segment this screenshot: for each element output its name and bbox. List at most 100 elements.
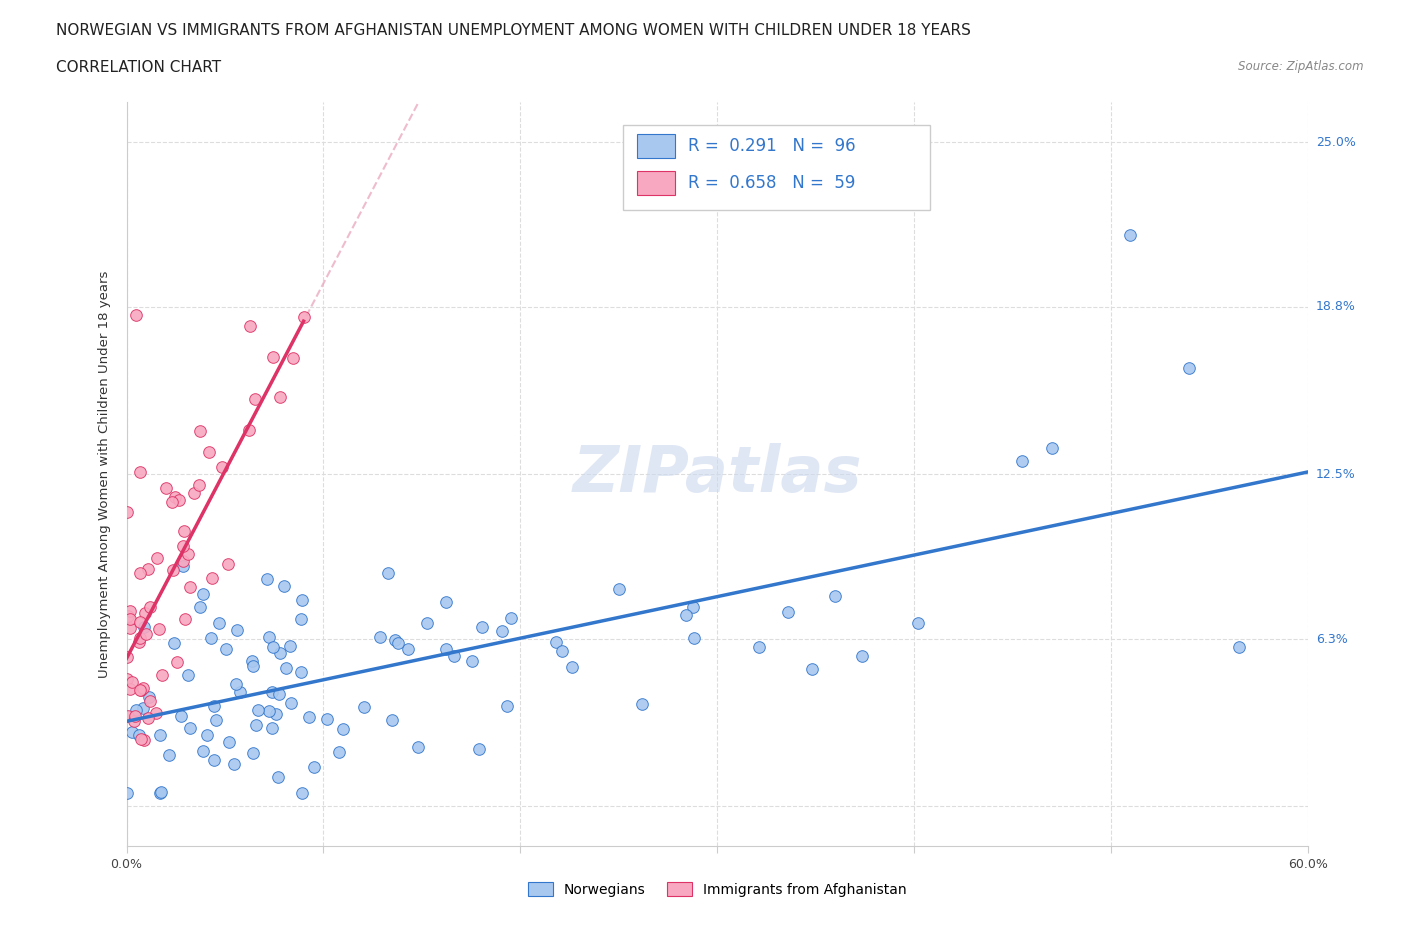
- Point: [278, 639, 301, 654]
- Point: [117, 709, 139, 724]
- Point: [434, 642, 457, 657]
- Point: [129, 732, 152, 747]
- Point: [134, 606, 156, 621]
- Point: [239, 319, 262, 334]
- Y-axis label: Unemployment Among Women with Children Under 18 years: Unemployment Among Women with Children U…: [97, 271, 111, 678]
- Point: [368, 630, 391, 644]
- Point: [121, 674, 143, 689]
- Point: [291, 786, 314, 801]
- Point: [267, 687, 290, 702]
- Point: [131, 681, 153, 696]
- Point: [776, 605, 799, 620]
- Point: [257, 703, 280, 718]
- Point: [157, 747, 180, 762]
- Point: [132, 733, 155, 748]
- Point: [129, 615, 152, 630]
- Point: [191, 743, 214, 758]
- Point: [172, 554, 194, 569]
- Point: [607, 581, 630, 596]
- Point: [135, 627, 157, 642]
- Point: [174, 612, 197, 627]
- Point: [202, 698, 225, 713]
- Point: [129, 565, 152, 580]
- Point: [128, 465, 150, 480]
- Point: [246, 703, 269, 718]
- Point: [208, 616, 231, 631]
- Point: [1011, 454, 1033, 469]
- Point: [748, 640, 770, 655]
- Point: [225, 623, 247, 638]
- Point: [257, 630, 280, 644]
- Point: [269, 390, 291, 405]
- Point: [436, 594, 458, 609]
- Bar: [637, 171, 675, 195]
- Point: [124, 709, 146, 724]
- Point: [118, 621, 141, 636]
- Point: [165, 490, 187, 505]
- Point: [125, 308, 148, 323]
- Point: [150, 668, 173, 683]
- Point: [218, 735, 240, 750]
- Point: [316, 711, 339, 726]
- Text: Source: ZipAtlas.com: Source: ZipAtlas.com: [1239, 60, 1364, 73]
- Point: [381, 712, 404, 727]
- Point: [179, 579, 201, 594]
- Point: [561, 659, 583, 674]
- Point: [408, 740, 430, 755]
- Point: [120, 681, 142, 696]
- Point: [177, 547, 200, 562]
- Point: [138, 690, 160, 705]
- Point: [115, 504, 138, 519]
- Point: [195, 727, 218, 742]
- Point: [115, 671, 138, 686]
- Point: [125, 702, 148, 717]
- Point: [262, 721, 284, 736]
- Point: [262, 639, 284, 654]
- Text: 18.8%: 18.8%: [1316, 300, 1355, 313]
- Point: [198, 445, 221, 459]
- Text: R =  0.291   N =  96: R = 0.291 N = 96: [688, 138, 855, 155]
- Point: [211, 459, 233, 474]
- Point: [149, 727, 172, 742]
- Point: [262, 349, 284, 364]
- Point: [172, 538, 194, 553]
- Point: [907, 616, 929, 631]
- Point: [292, 310, 315, 325]
- Text: 12.5%: 12.5%: [1316, 468, 1355, 481]
- Point: [136, 561, 159, 576]
- Point: [115, 650, 138, 665]
- Point: [155, 481, 177, 496]
- Point: [387, 635, 409, 650]
- Point: [134, 620, 156, 635]
- Point: [800, 661, 823, 676]
- Point: [229, 684, 252, 699]
- Text: CORRELATION CHART: CORRELATION CHART: [56, 60, 221, 75]
- Point: [183, 485, 205, 500]
- Point: [415, 616, 437, 631]
- Point: [238, 422, 260, 437]
- Point: [173, 523, 195, 538]
- Point: [115, 786, 138, 801]
- Point: [384, 632, 406, 647]
- Point: [242, 658, 264, 673]
- Point: [117, 608, 139, 623]
- Point: [269, 646, 291, 661]
- Point: [290, 611, 312, 626]
- Point: [149, 786, 172, 801]
- Point: [242, 745, 264, 760]
- Point: [264, 707, 287, 722]
- Point: [280, 696, 302, 711]
- Legend: Norwegians, Immigrants from Afghanistan: Norwegians, Immigrants from Afghanistan: [522, 877, 912, 903]
- Point: [290, 664, 312, 679]
- Point: [260, 684, 283, 699]
- Text: 25.0%: 25.0%: [1316, 136, 1355, 149]
- Point: [224, 757, 246, 772]
- Point: [150, 785, 173, 800]
- FancyBboxPatch shape: [623, 125, 929, 210]
- Point: [682, 600, 704, 615]
- Text: ZIPatlas: ZIPatlas: [572, 444, 862, 505]
- Text: R =  0.658   N =  59: R = 0.658 N = 59: [688, 175, 855, 193]
- Point: [1040, 440, 1063, 455]
- Point: [138, 693, 160, 708]
- Point: [675, 607, 697, 622]
